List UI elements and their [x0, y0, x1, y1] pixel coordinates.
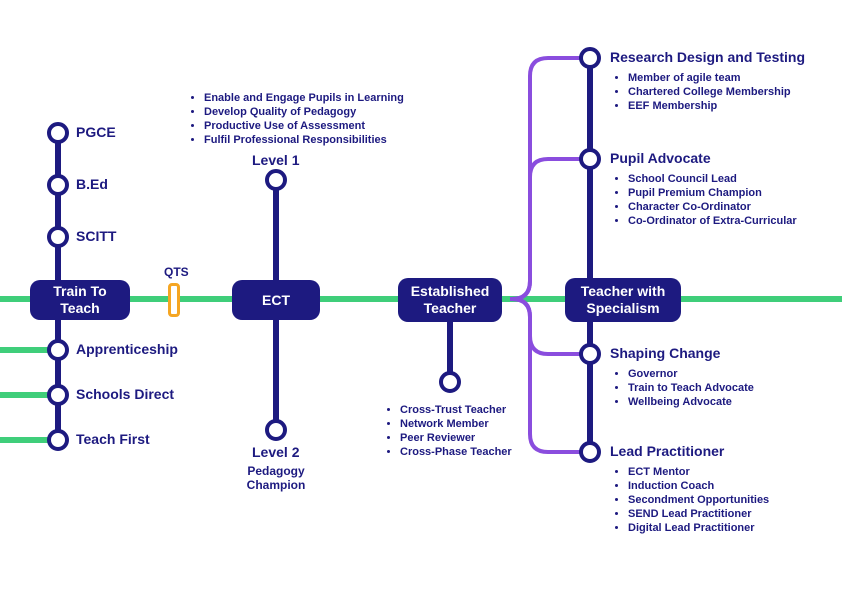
ect-level1-label: Level 1: [252, 152, 299, 168]
train-node-label: Schools Direct: [76, 386, 174, 402]
qts-label: QTS: [164, 265, 189, 279]
specialism-lead-bullets: ECT MentorInduction CoachSecondment Oppo…: [610, 460, 840, 536]
station-label: Train To Teach: [40, 283, 120, 317]
train-node-label: Apprenticeship: [76, 341, 178, 357]
established-bullet-list: Cross-Trust TeacherNetwork MemberPeer Re…: [382, 398, 552, 460]
specialism-shaping-bullets: GovernorTrain to Teach AdvocateWellbeing…: [610, 362, 840, 410]
specialism-advocate-bullets: School Council LeadPupil Premium Champio…: [610, 167, 840, 229]
train-node-label: SCITT: [76, 228, 116, 244]
ect-level2-sublabel: Pedagogy Champion: [218, 464, 334, 492]
station-train-to-teach: Train To Teach: [30, 280, 130, 320]
ect-level2-label: Level 2: [252, 444, 299, 460]
station-label: Established Teacher: [408, 283, 492, 317]
station-teacher-specialism: Teacher with Specialism: [565, 278, 681, 322]
station-label: ECT: [262, 292, 290, 309]
train-node-label: Teach First: [76, 431, 150, 447]
station-label: Teacher with Specialism: [575, 283, 671, 317]
ect-bullet-list: Enable and Engage Pupils in LearningDeve…: [186, 86, 426, 148]
train-node-label: B.Ed: [76, 176, 108, 192]
specialism-shaping-title: Shaping Change: [610, 345, 720, 361]
station-ect: ECT: [232, 280, 320, 320]
specialism-research-bullets: Member of agile teamChartered College Me…: [610, 66, 840, 114]
specialism-advocate-title: Pupil Advocate: [610, 150, 711, 166]
specialism-lead-title: Lead Practitioner: [610, 443, 724, 459]
specialism-research-title: Research Design and Testing: [610, 49, 805, 65]
station-established-teacher: Established Teacher: [398, 278, 502, 322]
train-node-label: PGCE: [76, 124, 116, 140]
